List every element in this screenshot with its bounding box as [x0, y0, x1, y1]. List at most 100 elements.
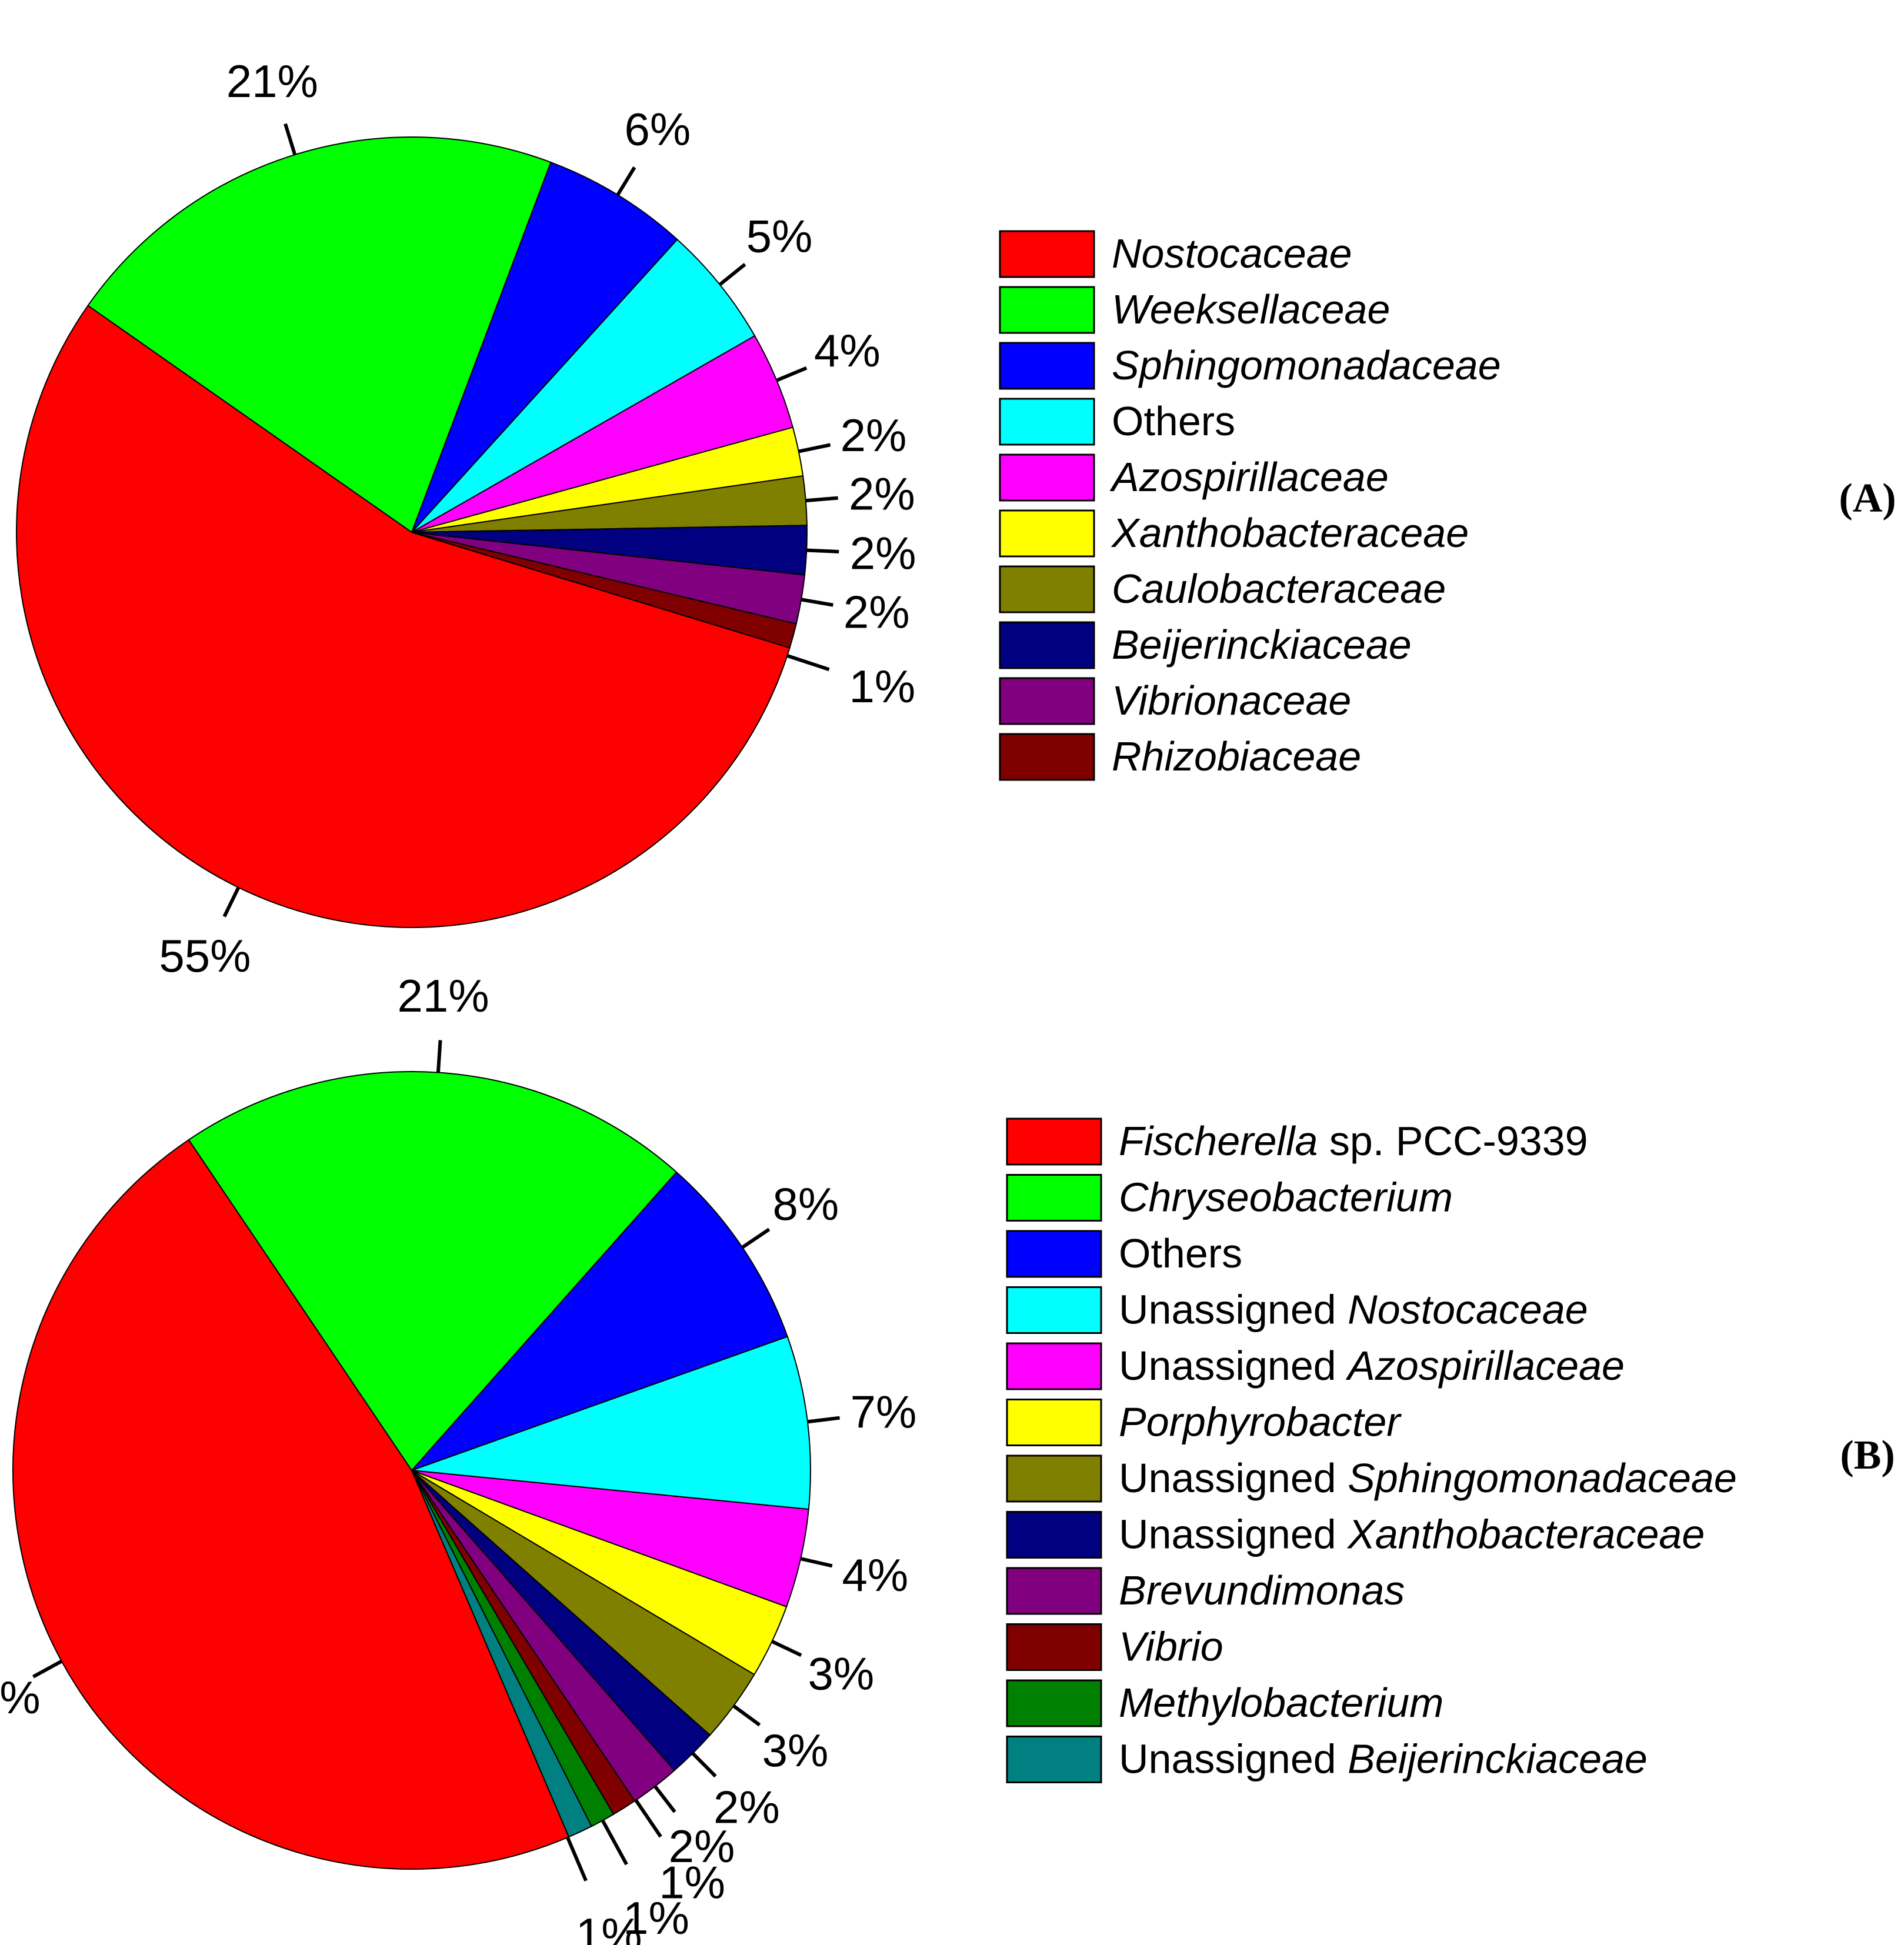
- leader-line-7: [805, 496, 838, 503]
- leader-line-2: [436, 1040, 442, 1073]
- legend-label-2: Chryseobacterium: [1119, 1175, 1453, 1220]
- leader-line-7: [732, 1704, 761, 1727]
- slice-percentage-label-8: 2%: [713, 1781, 780, 1833]
- legend-swatch-1: [1006, 1117, 1102, 1166]
- slice-percentage-label-11: 1%: [623, 1892, 689, 1944]
- leader-line-10: [786, 654, 830, 672]
- panel-b: 47%21%8%7%4%3%3%2%2%1%1%1%Fischerella sp…: [0, 970, 1895, 1945]
- pie-slice-2: [87, 136, 552, 533]
- legend-swatch-6: [999, 509, 1095, 558]
- leader-line-1: [222, 886, 241, 918]
- legend-label-8: Beijerinckiaceae: [1112, 622, 1412, 668]
- slice-percentage-label-4: 7%: [851, 1386, 917, 1438]
- legend-swatch-2: [999, 286, 1095, 334]
- legend-swatch-9: [999, 677, 1095, 725]
- legend-label-4: Unassigned Nostocaceae: [1119, 1287, 1588, 1333]
- legend-swatch-5: [1006, 1342, 1102, 1390]
- legend-label-8: Unassigned Xanthobacteraceae: [1119, 1512, 1705, 1557]
- legend-swatch-10: [1006, 1623, 1102, 1671]
- legend-label-5: Azospirillaceae: [1109, 454, 1389, 500]
- legend-swatch-4: [1006, 1286, 1102, 1334]
- slice-percentage-label-5: 4%: [842, 1549, 909, 1601]
- legend-swatch-9: [1006, 1567, 1102, 1615]
- legend-swatch-12: [1006, 1736, 1102, 1783]
- slice-percentage-label-6: 3%: [808, 1648, 875, 1700]
- legend-swatch-4: [999, 398, 1095, 446]
- pie-slice-10: [411, 532, 797, 649]
- legend-swatch-8: [1006, 1511, 1102, 1559]
- slice-percentage-label-1: 47%: [0, 1672, 41, 1723]
- pie-slice-12: [411, 1470, 593, 1838]
- slice-percentage-label-9: 2%: [843, 586, 910, 638]
- pie-slice-4: [411, 1336, 811, 1510]
- slice-percentage-label-7: 3%: [762, 1724, 829, 1776]
- slice-percentage-label-5: 4%: [814, 325, 881, 376]
- leader-line-6: [771, 1640, 802, 1657]
- leader-line-4: [807, 1416, 840, 1424]
- legend-label-11: Methylobacterium: [1119, 1680, 1443, 1726]
- legend-swatch-2: [1006, 1174, 1102, 1222]
- slice-percentage-label-7: 2%: [849, 468, 915, 520]
- slice-percentage-label-8: 2%: [850, 527, 916, 579]
- leader-line-4: [718, 263, 746, 286]
- legend-label-4: Others: [1112, 398, 1235, 444]
- slice-percentage-label-4: 5%: [746, 210, 813, 262]
- slice-percentage-label-3: 6%: [624, 103, 691, 155]
- legend-label-12: Unassigned Beijerinckiaceae: [1119, 1736, 1648, 1782]
- leader-line-5: [776, 366, 808, 382]
- slice-percentage-label-6: 2%: [841, 409, 907, 461]
- pie-slice-1: [12, 1139, 570, 1870]
- leader-line-12: [566, 1836, 588, 1881]
- legend-swatch-7: [1006, 1454, 1102, 1503]
- pie-slice-1: [16, 305, 791, 928]
- legend-label-1: Fischerella sp. PCC-9339: [1119, 1118, 1588, 1164]
- legend-label-6: Porphyrobacter: [1119, 1399, 1402, 1445]
- slice-percentage-label-12: 1%: [576, 1909, 642, 1945]
- leader-line-9: [653, 1785, 676, 1813]
- legend-swatch-3: [1006, 1230, 1102, 1278]
- legend-label-5: Unassigned Azospirillaceae: [1119, 1343, 1625, 1389]
- leader-line-9: [801, 598, 833, 607]
- legend-swatch-11: [1006, 1679, 1102, 1727]
- slice-percentage-label-3: 8%: [772, 1178, 839, 1230]
- leader-line-6: [798, 443, 831, 453]
- legend-label-7: Caulobacteraceae: [1112, 566, 1446, 612]
- leader-line-1: [32, 1659, 63, 1679]
- legend-swatch-6: [1006, 1399, 1102, 1446]
- legend-swatch-8: [999, 621, 1095, 669]
- legend-label-3: Others: [1119, 1230, 1242, 1276]
- legend-label-7: Unassigned Sphingomonadaceae: [1119, 1455, 1737, 1501]
- legend-label-1: Nostocaceae: [1112, 231, 1352, 276]
- legend-swatch-7: [999, 565, 1095, 613]
- slice-percentage-label-2: 21%: [226, 55, 318, 107]
- legend-label-3: Sphingomonadaceae: [1112, 342, 1501, 388]
- legend-swatch-1: [999, 230, 1095, 278]
- legend-swatch-3: [999, 342, 1095, 390]
- legend-label-10: Rhizobiaceae: [1112, 733, 1361, 779]
- legend-label-9: Brevundimonas: [1119, 1567, 1405, 1613]
- pie-slice-3: [411, 1171, 788, 1471]
- leader-line-8: [806, 548, 839, 553]
- leader-line-10: [634, 1799, 662, 1838]
- panel-tag: (B): [1840, 1433, 1895, 1478]
- legend-label-2: Weeksellaceae: [1112, 286, 1390, 332]
- leader-line-5: [800, 1557, 833, 1568]
- slice-percentage-label-2: 21%: [397, 970, 489, 1022]
- leader-line-3: [616, 166, 636, 196]
- slice-percentage-label-10: 1%: [849, 660, 916, 712]
- legend-swatch-10: [999, 733, 1095, 781]
- leader-line-11: [601, 1819, 628, 1866]
- leader-line-3: [741, 1227, 771, 1249]
- leader-line-8: [691, 1751, 717, 1778]
- slice-percentage-label-10: 1%: [659, 1856, 725, 1908]
- legend-label-10: Vibrio: [1119, 1624, 1223, 1670]
- legend-label-9: Vibrionaceae: [1112, 678, 1351, 723]
- leader-line-2: [284, 123, 297, 155]
- legend-swatch-5: [999, 453, 1095, 502]
- panel-a: 55% 21% 6% 5% 4% 2% 2% 2% 2% 1% Nostocaceae Weeksel…: [16, 55, 1896, 982]
- slice-percentage-label-9: 2%: [669, 1820, 735, 1872]
- panel-tag: (A): [1839, 476, 1896, 521]
- legend-label-6: Xanthobacteraceae: [1111, 510, 1469, 556]
- slice-percentage-label-1: 55%: [159, 930, 251, 982]
